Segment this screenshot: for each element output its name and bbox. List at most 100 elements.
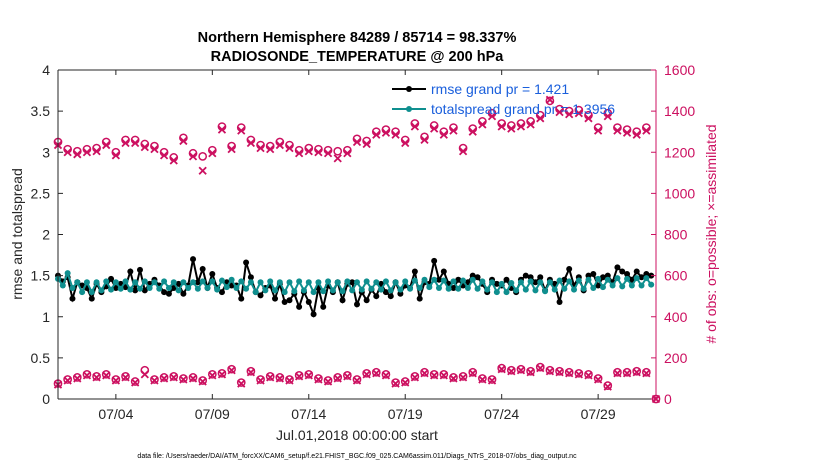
marker-possible-o-low xyxy=(217,368,227,378)
data-point-totalspread xyxy=(450,278,457,285)
marker-assimilated-x-low xyxy=(362,370,371,379)
marker-possible-o-low xyxy=(130,377,140,386)
marker-assimilated-x xyxy=(458,147,468,156)
marker-assimilated-x xyxy=(352,137,362,147)
data-point-totalspread xyxy=(223,284,230,291)
y-tick-label-left: 2.5 xyxy=(31,185,51,201)
x-axis-label: Jul.01,2018 00:00:00 start xyxy=(276,427,438,443)
x-tick-label: 07/29 xyxy=(581,406,616,422)
marker-possible-o-low xyxy=(352,375,362,384)
chart-title-line2: RADIOSONDE_TEMPERATURE @ 200 hPa xyxy=(211,49,505,65)
data-point-rmse xyxy=(624,270,631,277)
data-point-rmse xyxy=(243,259,250,266)
data-point-totalspread xyxy=(431,276,438,283)
marker-assimilated-x-low xyxy=(73,374,82,383)
data-point-totalspread xyxy=(566,278,573,285)
data-point-totalspread xyxy=(493,289,500,296)
data-point-rmse xyxy=(363,297,370,304)
marker-assimilated-x xyxy=(63,148,72,157)
marker-assimilated-x xyxy=(285,144,294,153)
data-point-totalspread xyxy=(643,275,650,282)
marker-assimilated-x xyxy=(343,149,352,158)
data-point-totalspread xyxy=(325,278,332,285)
marker-assimilated-x-low xyxy=(497,365,506,374)
data-point-totalspread xyxy=(392,279,399,286)
data-point-rmse xyxy=(349,279,356,286)
data-point-totalspread xyxy=(276,279,283,286)
y-tick-label-right: 600 xyxy=(664,268,688,284)
marker-assimilated-x-low xyxy=(545,367,555,376)
data-point-totalspread xyxy=(161,278,168,285)
data-point-totalspread xyxy=(445,285,452,292)
data-point-rmse xyxy=(595,282,602,289)
marker-assimilated-x xyxy=(622,128,632,137)
marker-possible-o-low xyxy=(294,371,304,380)
marker-assimilated-x-low xyxy=(613,369,622,378)
marker-assimilated-x xyxy=(227,145,236,154)
marker-possible-o-low xyxy=(111,375,121,384)
marker-possible-o-low xyxy=(227,364,236,374)
marker-assimilated-x-low xyxy=(323,377,333,386)
data-point-totalspread xyxy=(513,287,520,294)
x-tick-label: 07/04 xyxy=(98,406,133,422)
data-point-totalspread xyxy=(218,277,225,284)
y-tick-label-right: 1600 xyxy=(664,62,695,78)
marker-assimilated-x-low xyxy=(391,379,400,388)
marker-assimilated-x-low xyxy=(237,379,246,388)
data-point-totalspread xyxy=(532,287,539,294)
marker-possible-o-low xyxy=(545,365,555,375)
data-point-rmse xyxy=(416,295,423,302)
marker-assimilated-x xyxy=(642,126,651,135)
marker-assimilated-x-low xyxy=(352,376,362,385)
marker-possible-o-low xyxy=(304,369,314,379)
marker-assimilated-x xyxy=(111,151,121,160)
data-point-totalspread xyxy=(156,285,163,292)
data-point-totalspread xyxy=(421,276,428,283)
data-point-rmse xyxy=(493,280,500,287)
marker-possible-o-low xyxy=(564,367,574,377)
marker-assimilated-x xyxy=(73,150,82,159)
series-line-totalspread xyxy=(57,270,653,295)
marker-assimilated-x xyxy=(304,147,313,156)
data-point-totalspread xyxy=(349,287,356,294)
marker-assimilated-x xyxy=(632,130,641,139)
data-point-rmse xyxy=(354,301,360,308)
data-point-totalspread xyxy=(64,270,71,277)
data-point-rmse xyxy=(127,268,134,275)
marker-assimilated-x-low xyxy=(169,373,178,382)
marker-assimilated-x xyxy=(294,149,304,158)
marker-assimilated-x-low xyxy=(285,376,294,385)
data-point-totalspread xyxy=(127,286,134,293)
y-tick-label-left: 4 xyxy=(42,62,50,78)
series-layer xyxy=(53,95,661,404)
marker-assimilated-x-low xyxy=(478,375,487,384)
data-point-totalspread xyxy=(527,278,534,285)
marker-possible-o-low xyxy=(343,371,352,380)
marker-possible-o-low xyxy=(429,369,439,379)
data-point-totalspread xyxy=(614,275,621,282)
marker-assimilated-x-low xyxy=(507,367,516,376)
data-point-totalspread xyxy=(199,278,206,285)
data-point-rmse xyxy=(387,293,394,300)
marker-assimilated-x xyxy=(208,149,217,158)
data-point-totalspread xyxy=(190,279,197,286)
marker-possible-o-low xyxy=(439,369,449,379)
marker-assimilated-x-low xyxy=(343,372,352,381)
data-point-totalspread xyxy=(103,278,110,285)
data-point-totalspread xyxy=(98,287,105,294)
marker-assimilated-x-low xyxy=(593,375,603,384)
marker-possible-o-low xyxy=(101,369,111,379)
marker-assimilated-x-low xyxy=(410,373,420,382)
marker-possible-o-low xyxy=(420,367,429,377)
marker-assimilated-x-low xyxy=(256,376,265,385)
data-point-totalspread xyxy=(117,285,124,292)
marker-assimilated-x xyxy=(507,124,516,133)
marker-possible-o-low xyxy=(169,372,179,381)
marker-possible-o-low xyxy=(555,366,564,376)
marker-assimilated-x-low xyxy=(208,371,217,380)
data-point-totalspread xyxy=(93,279,100,286)
data-point-rmse xyxy=(88,295,95,302)
marker-possible-o-low xyxy=(323,376,333,385)
marker-assimilated-x-low xyxy=(536,364,545,373)
